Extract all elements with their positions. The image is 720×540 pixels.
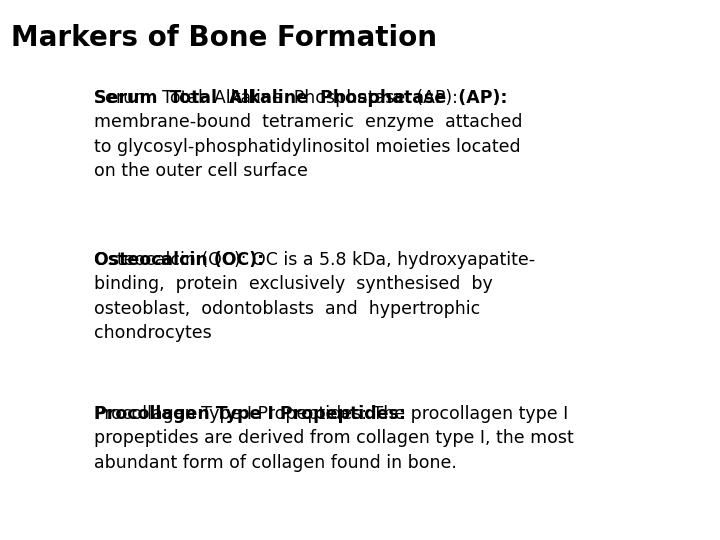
Text: Procollagen Type I Propeptides:: Procollagen Type I Propeptides: (94, 405, 405, 423)
Text: Osteocalcin (OC):: Osteocalcin (OC): (94, 251, 264, 269)
Text: Markers of Bone Formation: Markers of Bone Formation (11, 24, 437, 52)
Text: Osteocalcin (OC): OC is a 5.8 kDa, hydroxyapatite-
binding,  protein  exclusivel: Osteocalcin (OC): OC is a 5.8 kDa, hydro… (94, 251, 535, 342)
Text: Serum  Total  Alkaline  Phosphatase  (AP):
membrane-bound  tetrameric  enzyme  a: Serum Total Alkaline Phosphatase (AP): m… (94, 89, 522, 180)
Text: Serum  Total  Alkaline  Phosphatase  (AP):: Serum Total Alkaline Phosphatase (AP): (94, 89, 507, 107)
Text: Procollagen Type I Propeptides: The procollagen type I
propeptides are derived f: Procollagen Type I Propeptides: The proc… (94, 405, 573, 471)
